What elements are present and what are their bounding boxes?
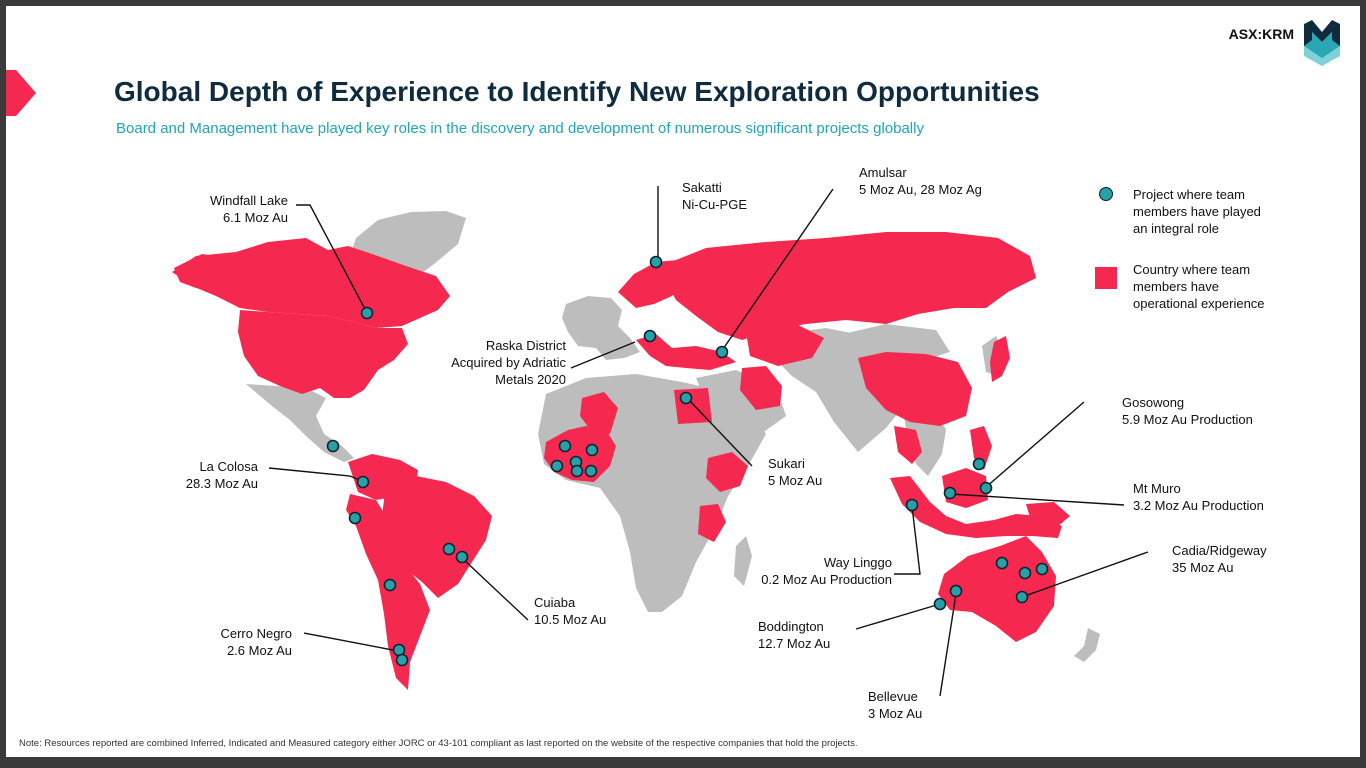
project-marker bbox=[905, 498, 919, 512]
project-marker bbox=[643, 329, 657, 343]
label-raska-district: Raska District Acquired by Adriatic Metals… bbox=[451, 338, 566, 387]
project-marker bbox=[649, 255, 663, 269]
project-marker bbox=[442, 542, 456, 556]
label-mt-muro: Mt Muro 3.2 Moz Au Production bbox=[1133, 481, 1264, 513]
world-map bbox=[172, 186, 1149, 697]
label-bellevue: Bellevue 3 Moz Au bbox=[868, 689, 923, 721]
label-amulsar: Amulsar 5 Moz Au, 28 Moz Ag bbox=[859, 165, 982, 197]
project-marker bbox=[943, 486, 957, 500]
project-marker bbox=[326, 439, 340, 453]
label-gosowong: Gosowong 5.9 Moz Au Production bbox=[1122, 395, 1253, 427]
label-cadia-ridgeway: Cadia/Ridgeway 35 Moz Au bbox=[1172, 543, 1267, 575]
project-marker bbox=[360, 306, 374, 320]
project-marker bbox=[1018, 566, 1032, 580]
label-boddington: Boddington 12.7 Moz Au bbox=[758, 619, 831, 651]
project-marker bbox=[979, 481, 993, 495]
project-marker bbox=[1015, 590, 1029, 604]
company-logo bbox=[1304, 20, 1340, 66]
legend-country-square-icon bbox=[1095, 267, 1117, 289]
project-marker bbox=[679, 391, 693, 405]
project-marker bbox=[348, 511, 362, 525]
legend-project: Project where team members have played an … bbox=[1133, 187, 1261, 236]
ticker-symbol: ASX:KRM bbox=[1228, 26, 1294, 42]
project-marker bbox=[585, 443, 599, 457]
label-cuiaba: Cuiaba 10.5 Moz Au bbox=[534, 595, 607, 627]
page-title: Global Depth of Experience to Identify N… bbox=[114, 76, 1040, 107]
project-marker bbox=[1035, 562, 1049, 576]
label-cerro-negro: Cerro Negro 2.6 Moz Au bbox=[220, 626, 292, 658]
label-la-colosa: La Colosa 28.3 Moz Au bbox=[185, 459, 258, 491]
page-subtitle: Board and Management have played key rol… bbox=[116, 120, 924, 137]
project-marker bbox=[356, 475, 370, 489]
project-marker bbox=[933, 597, 947, 611]
accent-arrow-icon bbox=[6, 70, 36, 116]
footnote: Note: Resources reported are combined In… bbox=[19, 738, 858, 749]
label-windfall-lake: Windfall Lake 6.1 Moz Au bbox=[209, 193, 288, 225]
project-marker bbox=[550, 459, 564, 473]
project-marker bbox=[715, 345, 729, 359]
project-marker bbox=[383, 578, 397, 592]
project-marker bbox=[558, 439, 572, 453]
label-sukari: Sukari 5 Moz Au bbox=[768, 456, 823, 488]
project-marker bbox=[949, 584, 963, 598]
project-marker bbox=[570, 464, 584, 478]
project-marker bbox=[995, 556, 1009, 570]
slide: ASX:KRM Global Depth of Experience to Id… bbox=[6, 6, 1360, 757]
project-marker bbox=[395, 653, 409, 667]
legend-project-marker-icon bbox=[1099, 187, 1113, 201]
label-way-linggo: Way Linggo 0.2 Moz Au Production bbox=[761, 555, 892, 587]
project-marker bbox=[972, 457, 986, 471]
project-marker bbox=[455, 550, 469, 564]
legend-country: Country where team members have operationa… bbox=[1133, 262, 1265, 311]
project-marker bbox=[584, 464, 598, 478]
project-markers bbox=[326, 255, 1049, 667]
label-sakatti: Sakatti Ni-Cu-PGE bbox=[682, 180, 748, 212]
leader-lines bbox=[268, 186, 1149, 697]
